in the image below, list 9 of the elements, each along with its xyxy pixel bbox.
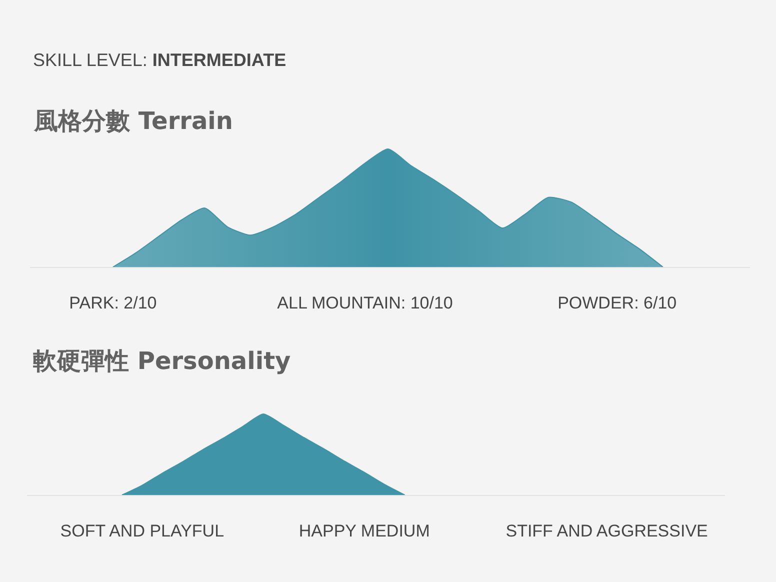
chart-title: 軟硬彈性 Personality	[33, 347, 292, 375]
x-tick-label: PARK: 2/10	[69, 293, 157, 312]
x-tick-label: SOFT AND PLAYFUL	[60, 521, 224, 540]
chart-title: 風格分數 Terrain	[33, 107, 233, 135]
x-tick-label: STIFF AND AGGRESSIVE	[506, 521, 708, 540]
text: SKILL LEVEL: INTERMEDIATE	[33, 50, 286, 70]
x-tick-label: HAPPY MEDIUM	[298, 521, 430, 540]
x-tick-label: ALL MOUNTAIN: 10/10	[277, 293, 453, 312]
x-tick-label: POWDER: 6/10	[558, 293, 677, 312]
